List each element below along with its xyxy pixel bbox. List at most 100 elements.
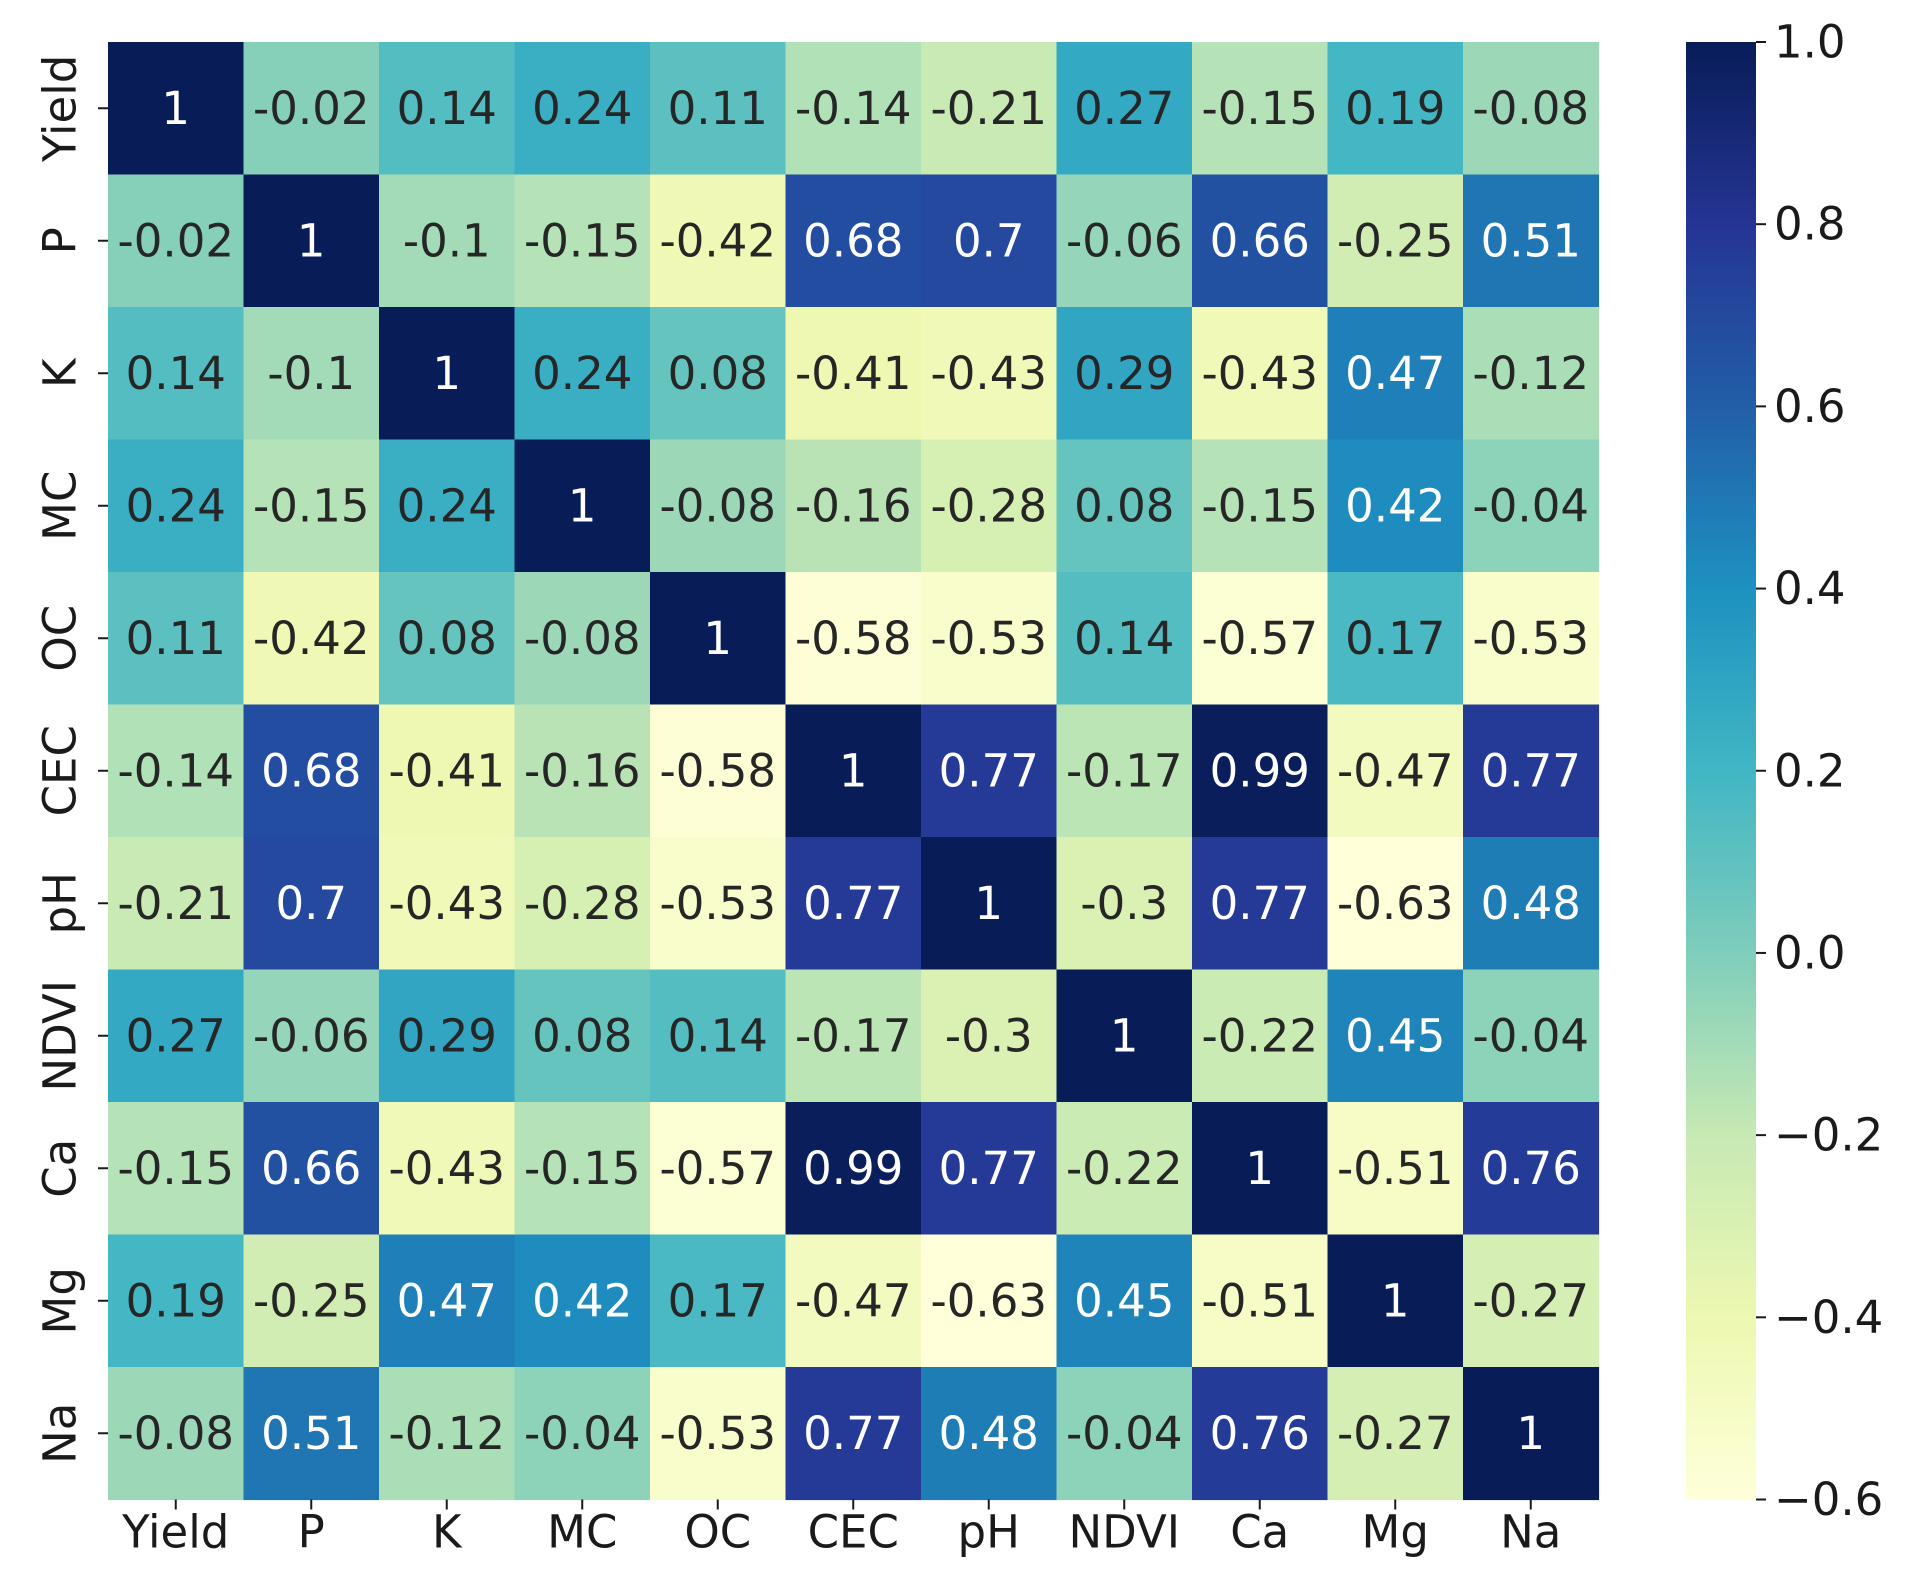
- heatmap-cell: [243, 1367, 380, 1501]
- heatmap-cell: [1056, 307, 1193, 441]
- cell-value-label: 1: [1381, 1274, 1410, 1327]
- cell-value-label: 0.66: [1210, 214, 1310, 267]
- x-tick-label: Ca: [1230, 1506, 1289, 1559]
- heatmap-cell: [1056, 1234, 1193, 1368]
- y-tick-label: K: [34, 357, 87, 388]
- heatmap-cell: [1327, 1367, 1464, 1501]
- cell-value-label: -0.04: [1473, 479, 1589, 532]
- heatmap-cell: [785, 837, 922, 971]
- colorbar-gradient: [1686, 42, 1756, 1500]
- cell-value-label: -0.22: [1066, 1142, 1182, 1195]
- cell-value-label: -0.53: [931, 612, 1047, 665]
- y-tick-label: MC: [34, 471, 87, 541]
- cell-value-label: -0.58: [660, 744, 776, 797]
- heatmap-cell: [650, 572, 787, 706]
- heatmap-cell: [108, 307, 245, 441]
- cell-value-label: -0.15: [118, 1142, 234, 1195]
- cell-value-label: -0.43: [931, 347, 1047, 400]
- cell-value-label: -0.15: [524, 1142, 640, 1195]
- heatmap-cell: [514, 1367, 651, 1501]
- cell-value-label: 1: [1245, 1142, 1274, 1195]
- colorbar-tick-label: −0.4: [1774, 1291, 1883, 1344]
- colorbar: 1.0 0.8 0.6 0.4 0.2 0.0 −0.2 −0.4 −0.6: [1686, 16, 1883, 1526]
- heatmap-cell: [650, 42, 787, 176]
- cell-value-label: 0.51: [261, 1407, 361, 1460]
- heatmap-cell: [1056, 439, 1193, 573]
- cell-value-label: -0.14: [795, 82, 911, 135]
- heatmap-cell: [514, 42, 651, 176]
- heatmap-cell: [108, 704, 245, 838]
- heatmap-cell: [379, 439, 516, 573]
- heatmap-cell: [379, 704, 516, 838]
- cell-value-label: -0.15: [524, 214, 640, 267]
- cell-value-label: -0.3: [945, 1009, 1033, 1062]
- heatmap-cell: [243, 42, 380, 176]
- heatmap-cell: [1192, 439, 1329, 573]
- x-tick-label: Mg: [1362, 1506, 1429, 1559]
- x-tick-label: Na: [1500, 1506, 1561, 1559]
- heatmap-cell: [243, 1102, 380, 1236]
- y-tick-label: NDVI: [34, 980, 87, 1092]
- colorbar-tick-label: 0.6: [1774, 380, 1846, 433]
- cell-value-label: -0.16: [795, 479, 911, 532]
- heatmap-cell: [1192, 174, 1329, 308]
- heatmap-cell: [514, 1234, 651, 1368]
- cell-value-label: -0.08: [524, 612, 640, 665]
- heatmap-cell: [785, 1102, 922, 1236]
- cell-value-label: -0.28: [524, 877, 640, 930]
- colorbar-tick-label: 1.0: [1774, 16, 1846, 69]
- heatmap-cell: [514, 307, 651, 441]
- heatmap-cell: [379, 1102, 516, 1236]
- heatmap-cell: [243, 174, 380, 308]
- cell-value-label: -0.02: [118, 214, 234, 267]
- heatmap-cell: [514, 704, 651, 838]
- cell-value-label: 0.29: [1074, 347, 1174, 400]
- heatmap-cell: [1056, 572, 1193, 706]
- cell-value-label: -0.08: [1473, 82, 1589, 135]
- cell-value-label: -0.02: [253, 82, 369, 135]
- heatmap-cell: [1327, 572, 1464, 706]
- heatmap-cell: [1056, 837, 1193, 971]
- cell-value-label: 0.77: [803, 1407, 903, 1460]
- heatmap-cell: [108, 42, 245, 176]
- cell-value-label: 1: [1110, 1009, 1139, 1062]
- y-tick-label: Yield: [34, 55, 87, 163]
- cell-value-label: 0.24: [126, 479, 226, 532]
- cell-value-label: 0.08: [532, 1009, 632, 1062]
- heatmap-cell: [921, 969, 1058, 1103]
- cell-value-label: -0.41: [795, 347, 911, 400]
- heatmap-cell: [650, 837, 787, 971]
- y-tick-label: Ca: [34, 1139, 87, 1198]
- cell-value-label: 1: [432, 347, 461, 400]
- cell-value-label: 1: [839, 744, 868, 797]
- heatmap-cell: [1192, 969, 1329, 1103]
- x-tick-label: P: [298, 1506, 325, 1559]
- cell-value-label: -0.17: [795, 1009, 911, 1062]
- cell-value-label: -0.1: [403, 214, 491, 267]
- cell-value-label: -0.47: [1337, 744, 1453, 797]
- heatmap-cell: [1463, 969, 1600, 1103]
- heatmap-cell: [379, 1367, 516, 1501]
- cell-value-label: 0.08: [1074, 479, 1174, 532]
- cell-value-label: 0.08: [668, 347, 768, 400]
- cell-value-label: -0.43: [389, 877, 505, 930]
- heatmap-cell: [1463, 439, 1600, 573]
- cell-value-label: -0.08: [118, 1407, 234, 1460]
- heatmap-cell: [1056, 174, 1193, 308]
- cell-value-label: 0.14: [668, 1009, 768, 1062]
- x-tick-label: K: [432, 1506, 463, 1559]
- heatmap-cell: [1463, 1102, 1600, 1236]
- cell-value-label: -0.1: [267, 347, 355, 400]
- cell-value-label: 1: [1516, 1407, 1545, 1460]
- cell-value-label: 0.99: [803, 1142, 903, 1195]
- cell-value-label: 1: [974, 877, 1003, 930]
- heatmap-cell: [1192, 704, 1329, 838]
- heatmap-cell: [243, 969, 380, 1103]
- heatmap-cell: [514, 837, 651, 971]
- cell-value-label: -0.08: [660, 479, 776, 532]
- heatmap-cell: [921, 572, 1058, 706]
- cell-value-label: 0.77: [939, 744, 1039, 797]
- heatmap-cell: [785, 1367, 922, 1501]
